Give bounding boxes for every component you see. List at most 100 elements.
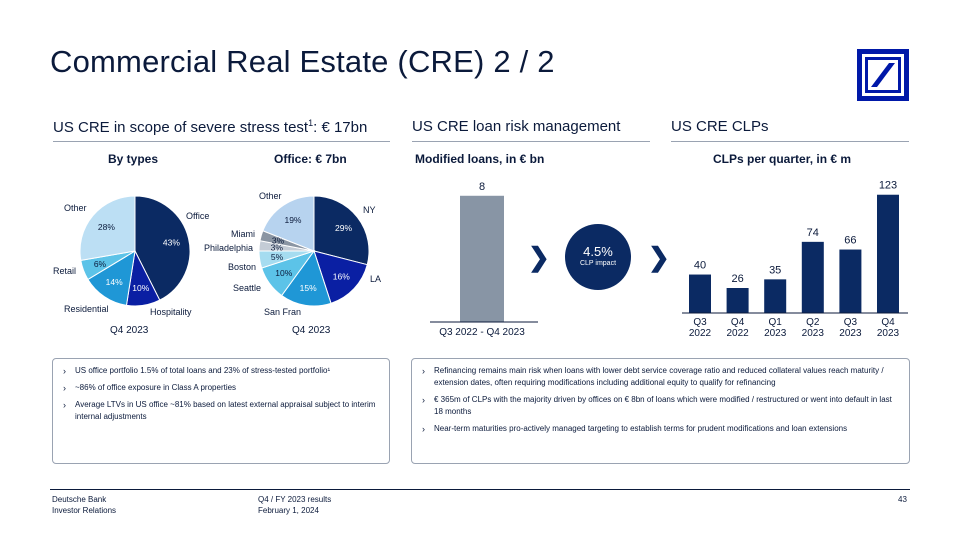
subhead-office: Office: € 7bn xyxy=(274,152,347,166)
bar-value-label: 123 xyxy=(879,180,897,192)
chevron-right-icon: › xyxy=(422,424,425,434)
pie2-value-label: 10% xyxy=(275,268,292,278)
bullet-text: Average LTVs in US office ~81% based on … xyxy=(75,400,376,421)
pie2-label-sanfran: San Fran xyxy=(264,307,302,317)
section-risk-management: US CRE loan risk management xyxy=(412,118,621,135)
bar-value-label: 35 xyxy=(769,264,781,276)
left-bullets-box: › US office portfolio 1.5% of total loans… xyxy=(52,358,390,464)
pie1-period: Q4 2023 xyxy=(110,325,149,336)
modified-loans-chart: 8 Q3 2022 - Q4 2023 xyxy=(430,181,538,338)
pie1-slice-other xyxy=(79,195,136,261)
pie2-label-miami: Miami xyxy=(231,229,255,239)
x-tick-label: 2023 xyxy=(877,328,900,339)
bar-value-label: 8 xyxy=(479,181,485,193)
pie1-label-residential: Residential xyxy=(64,304,109,314)
pie1-value-label: 14% xyxy=(106,277,123,287)
divider-middle xyxy=(412,141,650,142)
list-item: › € 365m of CLPs with the majority driven… xyxy=(420,394,901,418)
list-item: › Average LTVs in US office ~81% based on… xyxy=(61,399,381,423)
pie2-value-label: 3% xyxy=(271,242,284,252)
right-bullets-box: › Refinancing remains main risk when loan… xyxy=(411,358,910,464)
pie1-value-label: 43% xyxy=(163,237,180,247)
clp-impact-label: CLP impact xyxy=(579,260,617,267)
pie2-value-label: 29% xyxy=(335,223,352,233)
bar xyxy=(460,195,504,322)
x-tick-label: Q4 xyxy=(881,317,895,328)
footer-report-block: Q4 / FY 2023 results February 1, 2024 xyxy=(258,494,331,516)
x-tick-label: Q4 xyxy=(731,317,745,328)
list-item: › ~86% of office exposure in Class A prop… xyxy=(61,382,381,394)
bar-value-label: 74 xyxy=(807,227,819,239)
pie2-slice-other xyxy=(262,195,315,252)
pie1-slice-office xyxy=(134,195,191,301)
pie2-label-ny: NY xyxy=(363,205,376,215)
bar-value-label: 66 xyxy=(844,235,856,247)
clp-impact-circle: 4.5% CLP impact xyxy=(565,224,631,290)
subhead-modified-loans: Modified loans, in € bn xyxy=(415,152,545,166)
x-tick-label: 2023 xyxy=(802,328,825,339)
chevron-right-icon: ❯ xyxy=(528,242,550,272)
pie2-slice-san-fran xyxy=(280,249,332,307)
bar xyxy=(801,241,824,313)
chevron-right-icon: › xyxy=(63,366,66,376)
list-item: › US office portfolio 1.5% of total loans… xyxy=(61,365,381,377)
bar-value-label: 26 xyxy=(731,273,743,285)
x-tick-label: Q3 xyxy=(693,317,707,328)
divider-left xyxy=(53,141,390,142)
bar xyxy=(764,279,787,313)
bar xyxy=(689,274,711,313)
pie1-label-retail: Retail xyxy=(53,266,77,276)
footer-report: Q4 / FY 2023 results xyxy=(258,495,332,504)
subhead-by-types: By types xyxy=(108,152,159,166)
chevron-right-icon: ❯ xyxy=(648,242,670,272)
pie2-period: Q4 2023 xyxy=(292,325,331,336)
pie2-slice-la xyxy=(313,250,368,304)
chevron-right-icon: › xyxy=(422,395,425,405)
chevron-right-icon: › xyxy=(63,400,66,410)
section-stress-test-amount: : € 17bn xyxy=(313,119,368,136)
x-tick-label: Q3 xyxy=(844,317,858,328)
bullet-text: US office portfolio 1.5% of total loans … xyxy=(75,366,331,375)
pie1-label-other: Other xyxy=(64,203,87,213)
section-stress-test-text: US CRE in scope of severe stress test xyxy=(53,119,309,136)
page-number: 43 xyxy=(898,495,907,504)
pie1-value-label: 10% xyxy=(132,283,149,293)
deutsche-bank-logo xyxy=(857,49,909,101)
bar-value-label: 40 xyxy=(694,260,706,272)
x-tick-label: Q1 xyxy=(769,317,783,328)
pie1-value-label: 28% xyxy=(98,222,115,232)
footer-company-block: Deutsche Bank Investor Relations xyxy=(52,494,116,516)
list-item: › Near-term maturities pro-actively manag… xyxy=(420,423,901,435)
pie2-value-label: 15% xyxy=(300,283,317,293)
x-tick-label: Q3 2022 - Q4 2023 xyxy=(439,327,525,338)
pie2-label-philadelphia: Philadelphia xyxy=(204,243,254,253)
bullet-text: Near-term maturities pro-actively manage… xyxy=(434,424,848,433)
pie2-value-label: 3% xyxy=(272,236,285,246)
bar xyxy=(877,194,899,313)
pie2-label-other: Other xyxy=(259,191,282,201)
list-item: › Refinancing remains main risk when loan… xyxy=(420,365,901,389)
pie2-value-label: 19% xyxy=(284,215,301,225)
footer-date: February 1, 2024 xyxy=(258,506,319,515)
section-stress-test: US CRE in scope of severe stress test1: … xyxy=(53,118,367,136)
chevron-right-icon: › xyxy=(63,383,66,393)
footnote-marker: 1 xyxy=(308,118,314,128)
pie2-slice-ny xyxy=(313,195,370,266)
bullet-text: € 365m of CLPs with the majority driven … xyxy=(434,395,892,416)
divider-right xyxy=(671,141,909,142)
pie2-value-label: 16% xyxy=(333,272,350,282)
footer-company: Deutsche Bank xyxy=(52,495,107,504)
bar xyxy=(839,249,862,313)
pie1-label-office: Office xyxy=(186,211,210,221)
x-tick-label: 2022 xyxy=(726,328,749,339)
subhead-clps-quarter: CLPs per quarter, in € m xyxy=(713,152,852,166)
clps-chart: 40Q3202226Q4202235Q1202374Q2202366Q32023… xyxy=(682,180,908,339)
bullet-text: Refinancing remains main risk when loans… xyxy=(434,366,884,387)
pie1-value-label: 6% xyxy=(94,259,107,269)
x-tick-label: Q2 xyxy=(806,317,820,328)
x-tick-label: 2023 xyxy=(764,328,787,339)
footer-department: Investor Relations xyxy=(52,506,117,515)
bullet-text: ~86% of office exposure in Class A prope… xyxy=(75,383,237,392)
chevron-right-icon: › xyxy=(422,366,425,376)
